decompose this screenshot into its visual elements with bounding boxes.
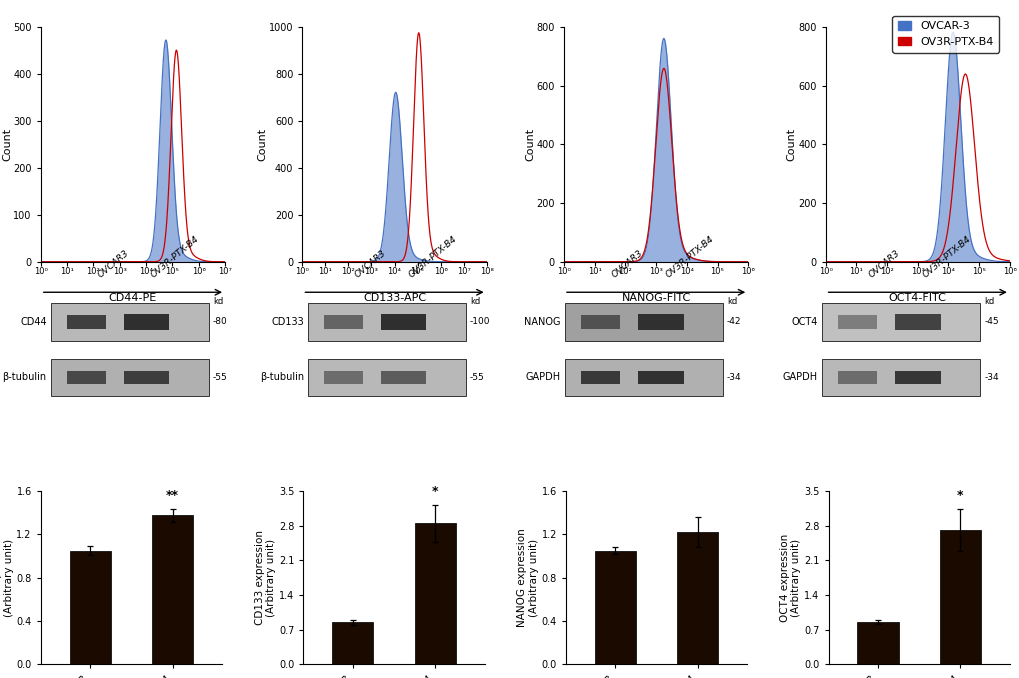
Text: OVCAR3: OVCAR3 — [96, 249, 130, 280]
Y-axis label: NANOG expression
(Arbitrary unit): NANOG expression (Arbitrary unit) — [517, 528, 538, 627]
Text: CD44: CD44 — [20, 317, 47, 327]
Text: *: * — [431, 485, 438, 498]
X-axis label: OCT4-FITC: OCT4-FITC — [888, 293, 946, 303]
Text: -55: -55 — [470, 373, 484, 382]
Text: GAPDH: GAPDH — [525, 372, 560, 382]
Y-axis label: Count: Count — [786, 128, 796, 161]
Y-axis label: CD133 expression
(Arbitrary unit): CD133 expression (Arbitrary unit) — [255, 530, 276, 625]
Bar — [895, 371, 940, 384]
Text: GAPDH: GAPDH — [783, 372, 817, 382]
Bar — [308, 303, 466, 341]
Text: -34: -34 — [983, 373, 998, 382]
Bar — [152, 515, 193, 664]
Text: β-tubulin: β-tubulin — [260, 372, 304, 382]
Bar — [938, 530, 980, 664]
Bar — [380, 314, 426, 330]
X-axis label: NANOG-FITC: NANOG-FITC — [621, 293, 690, 303]
Bar — [323, 371, 363, 384]
Bar — [323, 315, 363, 329]
Y-axis label: Count: Count — [525, 128, 535, 161]
Text: -45: -45 — [983, 317, 998, 326]
Legend: OVCAR-3, OV3R-PTX-B4: OVCAR-3, OV3R-PTX-B4 — [892, 16, 999, 53]
Text: OVCAR3: OVCAR3 — [866, 249, 901, 280]
Bar — [565, 359, 722, 395]
Bar — [66, 371, 106, 384]
Bar — [677, 532, 717, 664]
Text: OV3R-PTX-B4: OV3R-PTX-B4 — [407, 235, 458, 280]
Text: -34: -34 — [727, 373, 741, 382]
Bar — [895, 314, 940, 330]
Text: kd: kd — [983, 298, 994, 306]
Text: β-tubulin: β-tubulin — [3, 372, 47, 382]
Bar — [565, 303, 722, 341]
Y-axis label: Count: Count — [2, 128, 12, 161]
Bar — [332, 622, 373, 664]
Bar — [837, 371, 876, 384]
Bar — [123, 371, 169, 384]
Text: OV3R-PTX-B4: OV3R-PTX-B4 — [920, 235, 971, 280]
Bar — [837, 315, 876, 329]
Bar — [580, 315, 620, 329]
Text: -42: -42 — [727, 317, 741, 326]
Text: *: * — [956, 489, 963, 502]
Y-axis label: CD44 expression
(Arbitrary unit): CD44 expression (Arbitrary unit) — [0, 534, 13, 622]
Bar — [821, 359, 979, 395]
Bar — [580, 371, 620, 384]
Text: -80: -80 — [213, 317, 227, 326]
Text: OV3R-PTX-B4: OV3R-PTX-B4 — [150, 235, 201, 280]
Text: -55: -55 — [213, 373, 227, 382]
Text: OVCAR3: OVCAR3 — [353, 249, 387, 280]
Bar — [638, 371, 683, 384]
Text: kd: kd — [213, 298, 223, 306]
Text: OCT4: OCT4 — [791, 317, 817, 327]
Y-axis label: OCT4 expression
(Arbitrary unit): OCT4 expression (Arbitrary unit) — [780, 534, 801, 622]
Text: **: ** — [166, 489, 179, 502]
Bar — [857, 622, 898, 664]
X-axis label: CD44-PE: CD44-PE — [109, 293, 157, 303]
Bar — [69, 551, 111, 664]
Text: NANOG: NANOG — [524, 317, 560, 327]
Bar — [66, 315, 106, 329]
Text: kd: kd — [727, 298, 737, 306]
Bar — [594, 551, 636, 664]
Text: -100: -100 — [470, 317, 490, 326]
Bar — [380, 371, 426, 384]
Bar — [51, 303, 209, 341]
Text: OV3R-PTX-B4: OV3R-PTX-B4 — [663, 235, 714, 280]
Text: OVCAR3: OVCAR3 — [609, 249, 644, 280]
Bar — [308, 359, 466, 395]
Bar — [821, 303, 979, 341]
X-axis label: CD133-APC: CD133-APC — [363, 293, 426, 303]
Bar — [123, 314, 169, 330]
Text: CD133: CD133 — [271, 317, 304, 327]
Bar — [51, 359, 209, 395]
Bar — [414, 523, 455, 664]
Text: kd: kd — [470, 298, 480, 306]
Y-axis label: Count: Count — [257, 128, 267, 161]
Bar — [638, 314, 683, 330]
